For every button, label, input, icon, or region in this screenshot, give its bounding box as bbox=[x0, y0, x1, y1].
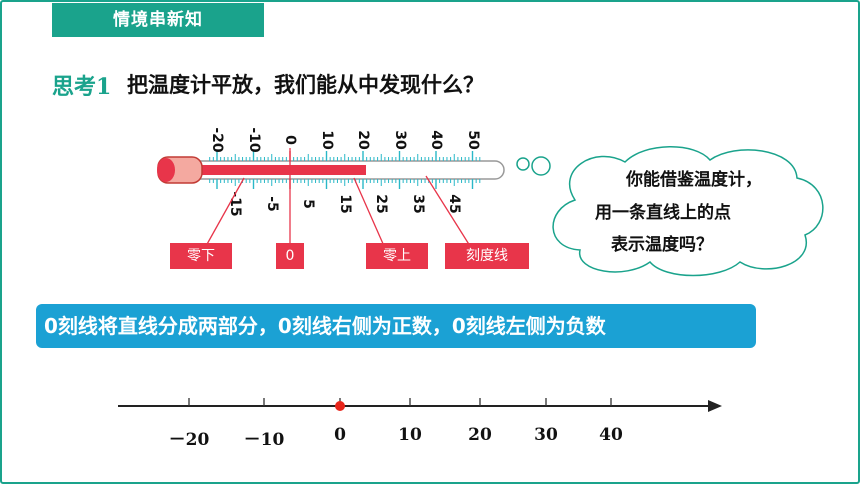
number-line bbox=[118, 398, 722, 412]
thermometer-bulb-core bbox=[157, 158, 175, 182]
cloud-line-2: 用一条直线上的点 bbox=[595, 203, 731, 223]
number-line-arrow bbox=[708, 400, 722, 412]
thought-cloud bbox=[516, 146, 824, 277]
label-scale-line: 刻度线 bbox=[445, 243, 529, 269]
number-line-label: －10 bbox=[243, 430, 285, 450]
number-line-label: 20 bbox=[468, 425, 492, 445]
question-text: 把温度计平放，我们能从中发现什么？ bbox=[127, 73, 484, 97]
number-line-label: 40 bbox=[599, 425, 623, 445]
number-line-label: 30 bbox=[534, 425, 558, 445]
section-tag: 情境串新知 bbox=[52, 3, 264, 37]
thermometer-liquid bbox=[194, 165, 366, 175]
label-below-zero: 零下 bbox=[170, 243, 232, 269]
number-line-label: －20 bbox=[168, 430, 210, 450]
label-zero: 0 bbox=[276, 243, 304, 269]
label-above-zero: 零上 bbox=[366, 243, 428, 269]
origin-point bbox=[335, 401, 345, 411]
cloud-line-1: 你能借鉴温度计， bbox=[626, 170, 762, 190]
number-line-label: 10 bbox=[398, 425, 422, 445]
thermometer-ticks bbox=[209, 151, 481, 189]
thermometer bbox=[157, 151, 505, 189]
think-label: 思考1 bbox=[52, 74, 112, 100]
conclusion-banner: 0刻线将直线分成两部分，0刻线右侧为正数，0刻线左侧为负数 bbox=[36, 304, 756, 348]
number-line-label: 0 bbox=[334, 425, 346, 445]
cloud-line-3: 表示温度吗？ bbox=[611, 235, 713, 255]
